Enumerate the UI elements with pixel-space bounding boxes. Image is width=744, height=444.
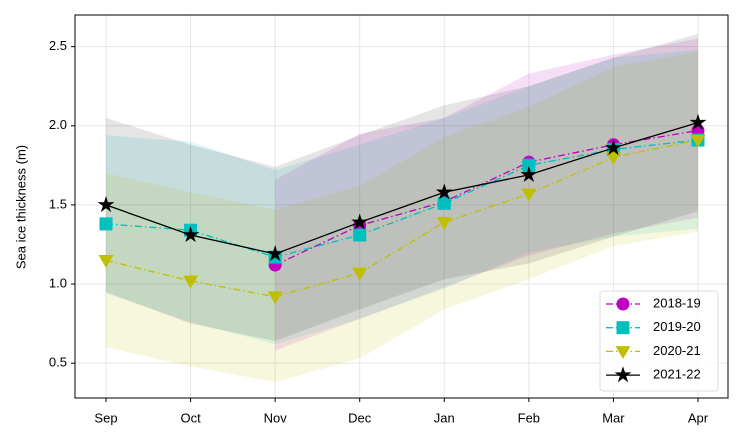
marker <box>353 228 367 242</box>
marker <box>435 183 453 200</box>
x-tick-label: Jan <box>434 410 455 425</box>
legend-label: 2020-21 <box>653 343 701 358</box>
y-tick-label: 2.5 <box>49 38 67 53</box>
x-tick-label: Oct <box>180 410 201 425</box>
marker <box>437 196 451 210</box>
marker <box>605 139 622 156</box>
series-line <box>105 139 699 258</box>
marker <box>182 226 199 243</box>
uncertainty-band <box>275 38 698 351</box>
marker <box>616 297 630 311</box>
marker <box>690 134 706 148</box>
marker <box>351 213 369 230</box>
x-tick-label: Sep <box>94 410 117 425</box>
marker <box>98 255 114 268</box>
x-tick-label: Feb <box>518 410 540 425</box>
marker <box>520 165 538 183</box>
legend-label: 2019-20 <box>653 319 701 334</box>
marker <box>616 321 630 335</box>
marker <box>183 275 199 289</box>
y-tick-label: 0.5 <box>49 355 67 370</box>
uncertainty-band <box>106 51 698 383</box>
legend-box <box>599 290 719 392</box>
x-tick-label: Apr <box>688 410 709 425</box>
marker <box>97 196 115 213</box>
marker <box>266 245 284 262</box>
y-axis-label: Sea ice thickness (m) <box>13 145 28 269</box>
y-tick-label: 1.0 <box>49 275 67 290</box>
legend-label: 2021-22 <box>653 367 701 382</box>
series-line <box>274 129 699 266</box>
series-line <box>105 121 699 255</box>
legend-label: 2018-19 <box>653 295 701 310</box>
marker <box>614 366 632 383</box>
marker <box>615 346 631 359</box>
uncertainty-band <box>106 33 698 342</box>
marker <box>689 113 707 130</box>
x-tick-label: Dec <box>348 410 372 425</box>
y-tick-label: 1.5 <box>49 196 67 211</box>
series-line <box>105 139 699 298</box>
marker <box>352 267 368 281</box>
plot-frame <box>74 14 729 399</box>
uncertainty-band <box>106 49 698 345</box>
marker <box>436 217 452 230</box>
x-tick-label: Mar <box>602 410 625 425</box>
bands <box>106 33 698 383</box>
marker <box>521 188 537 202</box>
marker <box>99 217 113 231</box>
y-tick-label: 2.0 <box>49 117 67 132</box>
marker <box>605 152 621 166</box>
x-tick-label: Nov <box>264 410 288 425</box>
marker <box>267 291 283 305</box>
